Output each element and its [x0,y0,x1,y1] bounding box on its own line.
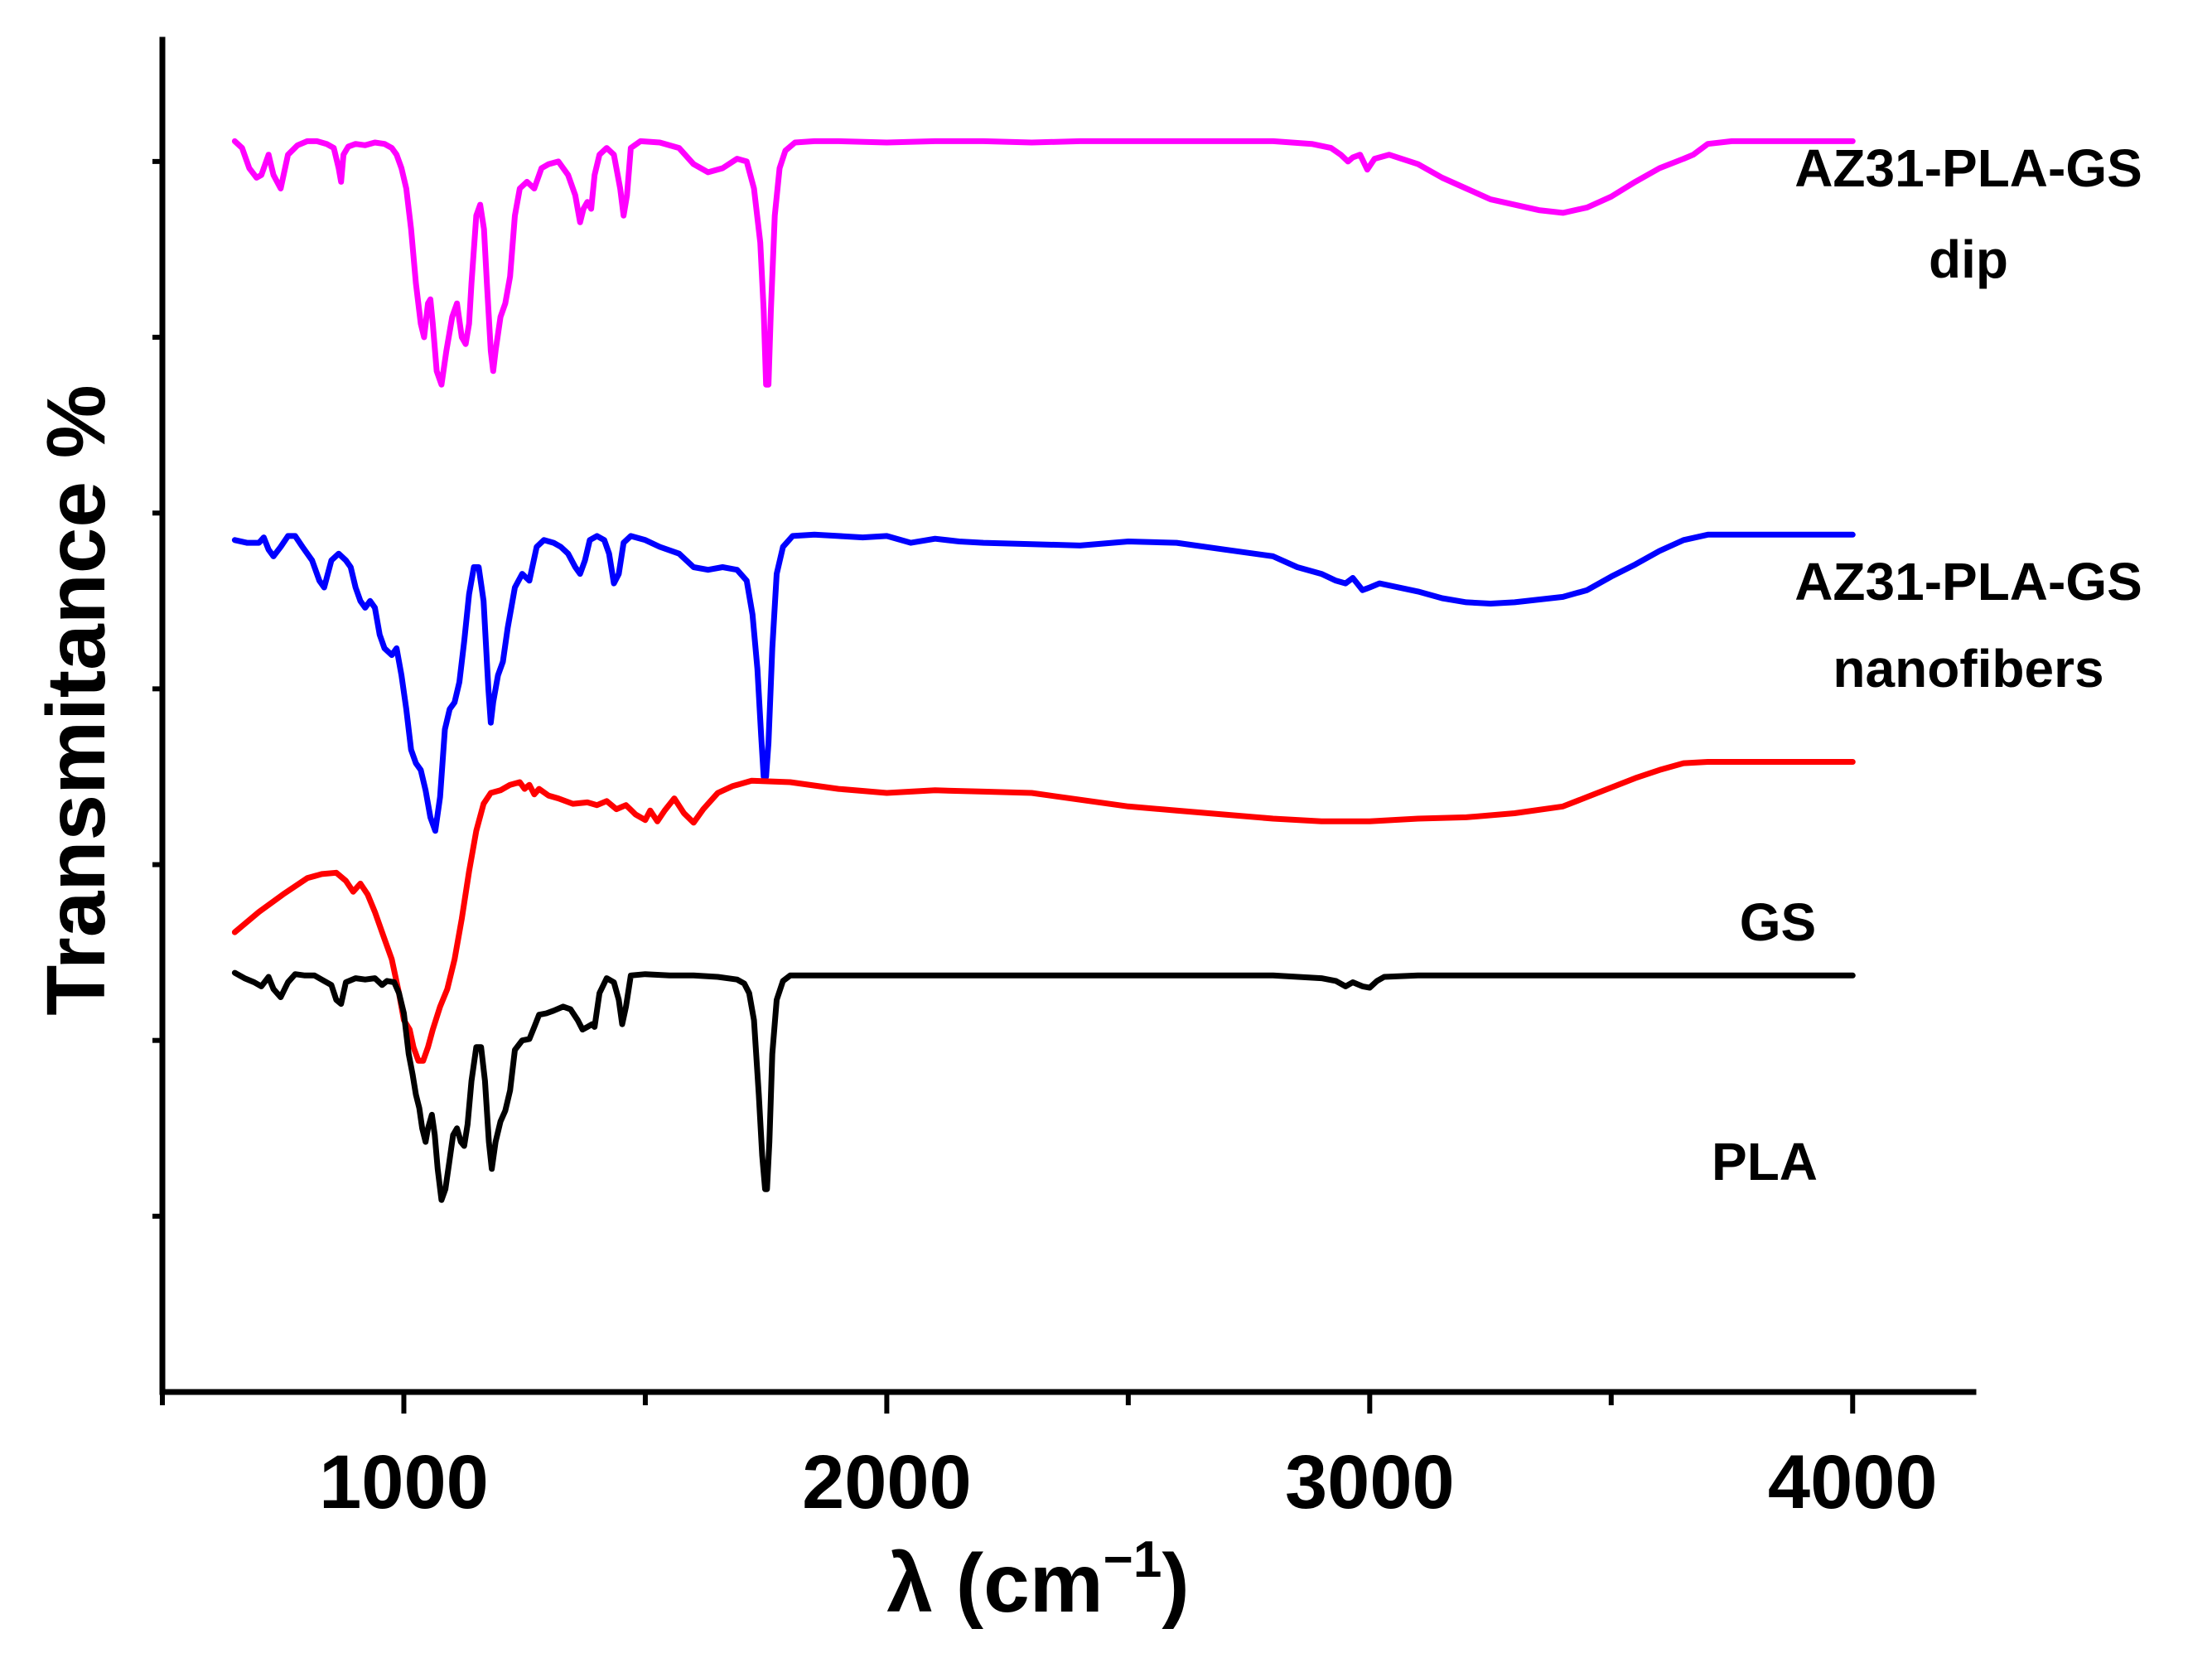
series-label-az31-pla-gs-nanofibers: nanofibers [1833,639,2103,698]
y-axis-title: Transmitance % [30,384,123,1015]
series-group [231,138,1856,1203]
series-label-az31-pla-gs-nanofibers: AZ31-PLA-GS [1794,552,2142,611]
series-label-az31-pla-gs-dip: dip [1929,230,2008,289]
x-tick-label: 2000 [802,1440,972,1525]
x-tick-label: 4000 [1768,1440,1938,1525]
x-tick-label: 1000 [319,1440,489,1525]
x-tick-label: 3000 [1285,1440,1455,1525]
y-ticks [152,158,162,1219]
series-line-pla [231,969,1856,1203]
x-axis-title-main: λ (cm [886,1537,1103,1630]
x-axis-title-close: ) [1162,1537,1189,1630]
series-line-az31-pla-gs-nanofibers [231,531,1856,834]
series-labels: AZ31-PLA-GS dip AZ31-PLA-GS nanofibers GS PLA [1712,138,2142,1191]
axes [159,36,1977,1395]
x-ticks: 1000 2000 3000 4000 [160,1392,1938,1525]
series-label-gs: GS [1740,892,1816,952]
x-axis-title: λ (cm−1) [886,1531,1189,1630]
x-axis-title-superscript: −1 [1104,1531,1162,1588]
series-label-pla: PLA [1712,1132,1818,1191]
series-line-az31-pla-gs-dip [231,138,1856,388]
series-label-az31-pla-gs-dip: AZ31-PLA-GS [1794,138,2142,198]
series-line-gs [231,759,1856,1064]
